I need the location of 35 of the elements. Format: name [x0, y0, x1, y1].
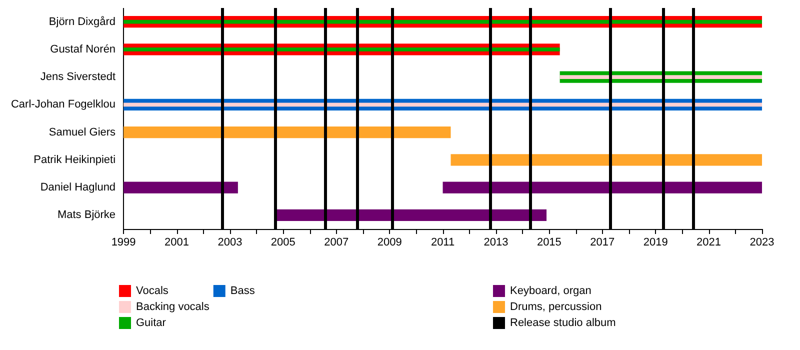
legend-label: Keyboard, organ: [510, 285, 592, 297]
bar: [275, 209, 547, 221]
x-tick-label: 1999: [111, 236, 136, 248]
x-tick-label: 2007: [324, 236, 349, 248]
bar: [124, 182, 238, 194]
bar: [450, 154, 762, 166]
x-tick-label: 2011: [430, 236, 455, 248]
y-tick-label: Daniel Haglund: [40, 182, 116, 194]
legend-label: Release studio album: [510, 317, 616, 329]
x-tick-label: 2017: [590, 236, 615, 248]
x-tick-label: 2005: [270, 236, 296, 248]
x-tick-label: 2013: [484, 236, 508, 248]
x-tick-label: 2009: [377, 236, 402, 248]
bar: [560, 75, 762, 79]
bar: [124, 126, 451, 138]
legend-label: Backing vocals: [136, 301, 210, 313]
legend-label: Bass: [230, 285, 256, 297]
x-tick-label: 2003: [218, 236, 242, 248]
x-tick-label: 2015: [536, 236, 562, 248]
y-tick-label: Gustaf Norén: [50, 43, 116, 56]
y-tick-label: Jens Siverstedt: [40, 71, 116, 84]
y-tick-label: Mats Björke: [57, 209, 116, 222]
y-tick-label: Björn Dixgård: [48, 16, 116, 28]
bar: [124, 48, 560, 52]
x-tick-label: 2001: [164, 236, 189, 248]
legend-label: Vocals: [136, 285, 169, 297]
x-tick-label: 2021: [696, 236, 722, 248]
y-tick-label: Carl-Johan Fogelklou: [10, 98, 116, 111]
x-tick-label: 2019: [643, 236, 668, 248]
legend-label: Guitar: [136, 317, 166, 329]
bar: [442, 182, 762, 194]
y-tick-label: Patrik Heikinpieti: [34, 154, 116, 166]
legend-label: Drums, percussion: [510, 301, 602, 313]
y-tick-label: Samuel Giers: [48, 126, 116, 138]
x-tick-label: 2023: [750, 236, 774, 248]
